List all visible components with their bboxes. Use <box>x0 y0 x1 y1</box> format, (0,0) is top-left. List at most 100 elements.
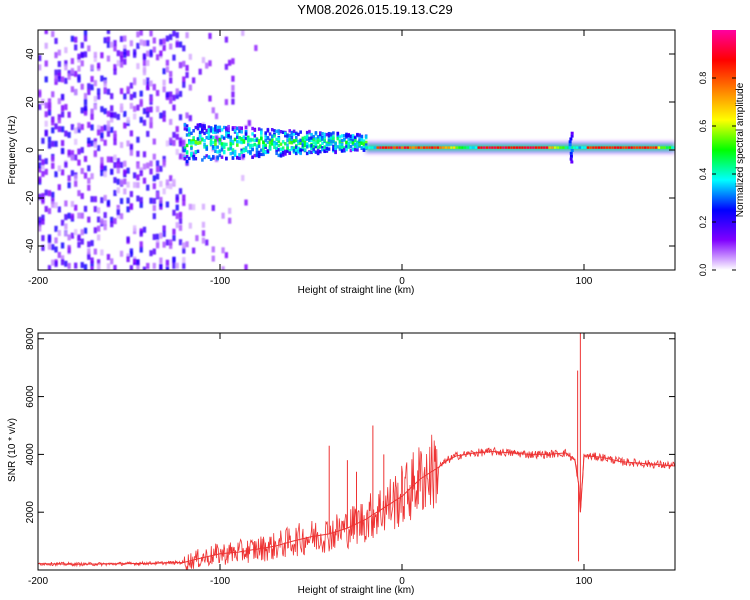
heatmap-noise-cell <box>106 120 111 127</box>
heatmap-cell <box>198 133 202 137</box>
heatmap-cell <box>198 130 202 135</box>
heatmap-cell <box>345 132 348 137</box>
heatmap-noise-cell <box>83 264 88 270</box>
heatmap-cell <box>308 136 311 141</box>
heatmap-cell <box>281 149 285 153</box>
heatmap-cell <box>190 139 193 143</box>
heatmap-ridge-cell <box>488 146 491 149</box>
heatmap-cell <box>233 153 237 157</box>
heatmap-noise-cell <box>139 30 143 36</box>
heatmap-cell <box>220 148 224 152</box>
heatmap-noise-cell <box>70 67 75 74</box>
heatmap-cell <box>240 150 243 154</box>
heatmap-noise-cell <box>178 188 183 195</box>
snr-spikes <box>328 333 581 562</box>
heatmap-noise-cell <box>198 68 202 75</box>
heatmap-cell <box>214 149 217 154</box>
heatmap-noise-cell <box>100 75 104 82</box>
heatmap-ridge-cell <box>510 146 513 149</box>
heatmap-ridge-cell <box>573 146 576 149</box>
heatmap-noise-cell <box>90 260 94 267</box>
heatmap-ridge-cell <box>458 146 461 149</box>
heatmap-noise-cell <box>83 155 88 162</box>
heatmap-noise-cell <box>169 183 173 190</box>
heatmap-cell <box>294 151 298 156</box>
heatmap-noise-cell <box>169 242 173 249</box>
heatmap-noise-cell <box>100 132 104 139</box>
heatmap-ridge-cell <box>584 146 587 149</box>
heatmap-noise-cell <box>77 53 81 60</box>
heatmap-cell <box>288 137 292 142</box>
heatmap-noise-cell <box>113 190 117 197</box>
heatmap-noise-cell <box>80 193 84 200</box>
heatmap-noise-cell <box>139 170 143 177</box>
heatmap-noise-cell <box>54 225 58 232</box>
heatmap-cell <box>345 140 348 145</box>
snr-y-ticks: 2000 4000 6000 8000 <box>25 327 675 523</box>
snr-panel: -200 -100 0 100 2000 4000 6000 8000 Height of … <box>7 327 676 596</box>
heatmap-noise-cell <box>51 127 55 134</box>
heatmap-cell <box>205 130 209 135</box>
heatmap-noise-cell <box>155 106 160 113</box>
heatmap-cell <box>314 131 318 135</box>
heatmap-cell <box>353 138 357 143</box>
heatmap-noise-cell <box>152 175 156 182</box>
heatmap-noise-cell <box>67 212 71 219</box>
heatmap-cell <box>257 141 261 146</box>
heatmap-noise-cell <box>149 30 153 37</box>
heatmap-noise-cell <box>129 144 134 151</box>
heatmap-cell <box>321 137 324 141</box>
spectrogram-x-ticks: -200 -100 0 100 <box>28 30 593 287</box>
heatmap-noise-cell <box>103 194 107 201</box>
heatmap-noise-cell <box>113 264 117 270</box>
heatmap-noise-cell <box>142 151 147 158</box>
heatmap-noise-cell <box>175 213 179 220</box>
heatmap-cell <box>279 142 283 146</box>
heatmap-noise-cell <box>175 204 179 211</box>
heatmap-noise-cell <box>175 148 179 155</box>
heatmap-spike-cell <box>570 160 574 164</box>
heatmap-noise-cell <box>80 107 84 114</box>
heatmap-noise-cell <box>57 229 61 236</box>
heatmap-noise-cell <box>57 98 61 105</box>
heatmap-noise-cell <box>93 196 97 203</box>
heatmap-noise-cell <box>93 104 97 111</box>
heatmap-cell <box>314 137 318 141</box>
heatmap-noise-cell <box>178 218 183 225</box>
heatmap-ridge-cell <box>387 146 390 149</box>
heatmap-cell <box>297 147 300 151</box>
heatmap-ridge-cell <box>553 146 557 149</box>
heatmap-cell <box>229 144 233 148</box>
heatmap-cell <box>362 142 366 146</box>
heatmap-noise-cell <box>129 93 134 100</box>
heatmap-noise-cell <box>74 36 78 43</box>
heatmap-cell <box>310 136 313 140</box>
heatmap-cell <box>268 138 272 142</box>
heatmap-ridge-cell <box>417 146 420 149</box>
heatmap-cell <box>327 134 331 138</box>
heatmap-noise-cell <box>64 60 68 67</box>
heatmap-noise-cell <box>162 159 166 166</box>
heatmap-ridge-cell <box>570 146 573 149</box>
heatmap-noise-cell <box>116 178 120 185</box>
heatmap-noise-cell <box>175 262 179 269</box>
heatmap-noise-cell <box>211 255 215 262</box>
heatmap-noise-cell <box>113 133 117 140</box>
heatmap-noise-cell <box>146 107 150 114</box>
heatmap-noise-cell <box>116 209 120 216</box>
heatmap-ridge-cell <box>635 146 639 149</box>
heatmap-noise-cell <box>70 154 75 161</box>
heatmap-noise-cell <box>165 182 170 189</box>
heatmap-cell <box>286 135 289 139</box>
heatmap-noise-cell <box>201 57 206 64</box>
heatmap-cell <box>222 136 226 140</box>
heatmap-noise-cell <box>172 256 176 263</box>
heatmap-cell <box>316 150 320 155</box>
heatmap-noise-cell <box>191 204 196 211</box>
heatmap-cell <box>319 144 322 148</box>
heatmap-ridge-cell <box>442 146 445 149</box>
heatmap-noise-cell <box>149 80 153 87</box>
heatmap-cell <box>192 138 195 143</box>
heatmap-cell <box>292 129 296 133</box>
heatmap-noise-cell <box>169 43 173 50</box>
